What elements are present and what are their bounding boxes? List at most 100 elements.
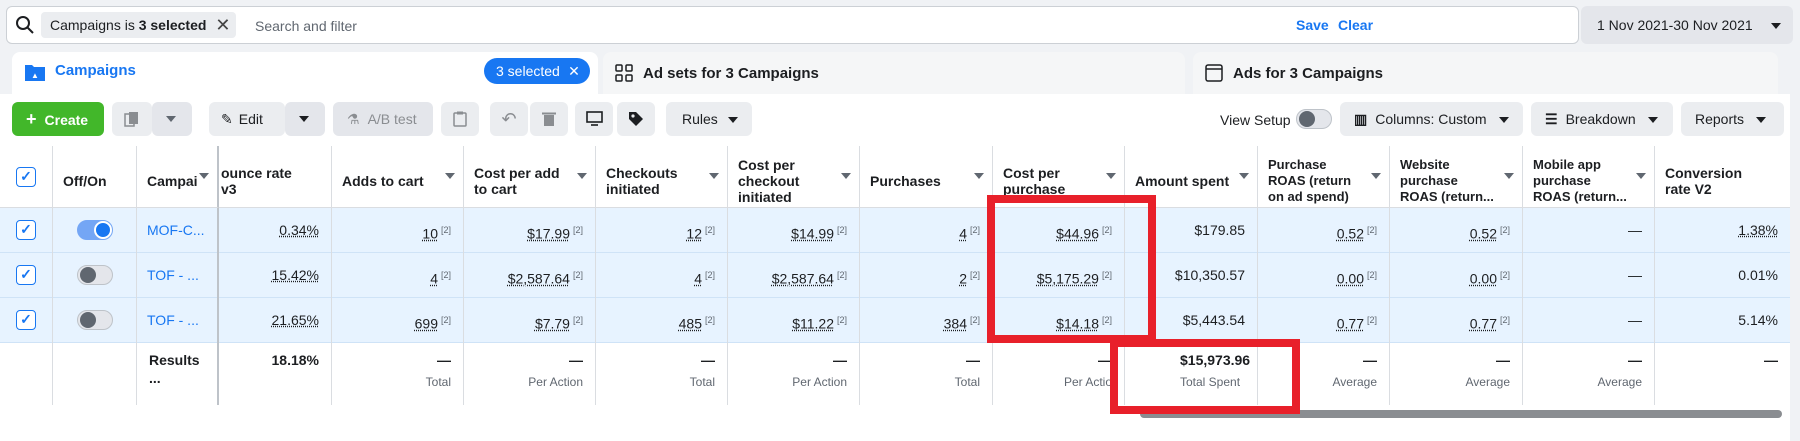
clear-selection-icon[interactable]: ✕ bbox=[568, 63, 580, 79]
row-checkbox[interactable]: ✓ bbox=[16, 220, 36, 240]
preview-button[interactable] bbox=[575, 102, 613, 136]
select-all-header[interactable]: ✓ bbox=[0, 146, 53, 208]
cell-value[interactable]: 0.00 bbox=[1336, 270, 1364, 287]
ab-test-button[interactable]: ⚗ A/B test bbox=[333, 102, 433, 136]
summary-name-cell: Results ... bbox=[137, 343, 219, 405]
filter-chip[interactable]: Campaigns is 3 selected ✕ bbox=[41, 12, 237, 38]
cell-value[interactable]: $14.18 bbox=[1056, 315, 1099, 332]
table-row[interactable]: ✓ TOF - ... 21.65% 699 [2] $7.79 [2] 485 [2] $11.… bbox=[0, 298, 1790, 343]
tab-ad-sets[interactable]: Ad sets for 3 Campaigns bbox=[603, 52, 1185, 94]
cell-value[interactable]: $44.96 bbox=[1056, 225, 1099, 242]
cell-value[interactable]: 0.00 bbox=[1469, 270, 1497, 287]
footnote-marker: [2] bbox=[1366, 315, 1377, 325]
footnote-marker: [2] bbox=[1366, 225, 1377, 235]
cell-value[interactable]: $11.22 bbox=[792, 315, 834, 332]
header-adds-to-cart[interactable]: Adds to cart bbox=[332, 146, 464, 208]
cell-value[interactable]: 485 bbox=[678, 315, 702, 332]
header-campaign[interactable]: Campai bbox=[137, 146, 219, 208]
campaign-on-off-toggle[interactable] bbox=[77, 220, 113, 240]
cell-value[interactable]: 12 bbox=[686, 225, 702, 242]
cell-value[interactable]: 2 bbox=[959, 270, 967, 287]
summary-row: Results ... 18.18% — Total — Per Action — T… bbox=[0, 343, 1790, 405]
campaign-name-cell[interactable]: MOF-C... bbox=[137, 208, 219, 253]
tags-button[interactable] bbox=[617, 102, 655, 136]
row-checkbox[interactable]: ✓ bbox=[16, 265, 36, 285]
duplicate-button[interactable] bbox=[112, 102, 152, 136]
header-purchase-roas[interactable]: Purchase ROAS (return on ad spend) bbox=[1258, 146, 1390, 208]
cell-value[interactable]: 0.34% bbox=[279, 222, 319, 238]
campaign-on-off-toggle[interactable] bbox=[77, 265, 113, 285]
edit-button[interactable]: ✎ Edit bbox=[209, 102, 285, 136]
edit-menu-button[interactable] bbox=[285, 102, 325, 136]
header-bounce-rate[interactable]: ounce rate v3 bbox=[219, 146, 332, 208]
campaign-name-cell[interactable]: TOF - ... bbox=[137, 253, 219, 298]
tab-campaigns[interactable]: ▲ Campaigns 3 selected ✕ bbox=[12, 52, 598, 94]
clipboard-button[interactable] bbox=[441, 102, 479, 136]
campaign-on-off-toggle[interactable] bbox=[77, 310, 113, 330]
summary-adds-cell: — Total bbox=[332, 343, 464, 405]
campaign-name-link[interactable]: TOF - ... bbox=[147, 267, 199, 283]
select-all-checkbox[interactable]: ✓ bbox=[16, 166, 36, 187]
undo-button[interactable]: ↶ bbox=[490, 102, 528, 136]
cell-value: — bbox=[1628, 267, 1642, 283]
header-website-roas[interactable]: Website purchase ROAS (return... bbox=[1390, 146, 1523, 208]
cell-value[interactable]: 0.77 bbox=[1336, 315, 1364, 332]
header-checkouts[interactable]: Checkouts initiated bbox=[596, 146, 728, 208]
columns-button[interactable]: ▥ Columns: Custom bbox=[1340, 102, 1523, 136]
duplicate-menu-button[interactable] bbox=[152, 102, 192, 136]
cell-value[interactable]: 0.52 bbox=[1469, 225, 1497, 242]
cell-value[interactable]: 15.42% bbox=[271, 267, 319, 283]
row-checkbox[interactable]: ✓ bbox=[16, 310, 36, 330]
row-select-cell[interactable]: ✓ bbox=[0, 298, 53, 343]
row-select-cell[interactable]: ✓ bbox=[0, 253, 53, 298]
remove-filter-icon[interactable]: ✕ bbox=[215, 15, 231, 35]
cell-value[interactable]: $5,175.29 bbox=[1036, 270, 1099, 287]
header-campaign-label: Campai bbox=[147, 172, 198, 189]
cell-value[interactable]: $2,587.64 bbox=[507, 270, 570, 287]
cell-value[interactable]: 4 bbox=[959, 225, 967, 242]
selection-pill[interactable]: 3 selected ✕ bbox=[484, 58, 590, 84]
header-conversion-rate[interactable]: Conversion rate V2 bbox=[1655, 146, 1790, 208]
cell-value[interactable]: 699 bbox=[414, 315, 438, 332]
date-range-picker[interactable]: 1 Nov 2021-30 Nov 2021 bbox=[1581, 6, 1793, 44]
row-select-cell[interactable]: ✓ bbox=[0, 208, 53, 253]
header-cost-per-purchase[interactable]: Cost per purchase bbox=[993, 146, 1125, 208]
campaign-name-cell[interactable]: TOF - ... bbox=[137, 298, 219, 343]
table-row[interactable]: ✓ TOF - ... 15.42% 4 [2] $2,587.64 [2] 4 [2] $2,5… bbox=[0, 253, 1790, 298]
header-mobile-roas[interactable]: Mobile app purchase ROAS (return... bbox=[1523, 146, 1655, 208]
cell-value[interactable]: 0.77 bbox=[1469, 315, 1497, 332]
tab-ads[interactable]: Ads for 3 Campaigns bbox=[1193, 52, 1778, 94]
table-row[interactable]: ✓ MOF-C... 0.34% 10 [2] $17.99 [2] 12 [2] $14.99[… bbox=[0, 208, 1790, 253]
create-button[interactable]: + Create bbox=[12, 102, 104, 136]
header-purchases[interactable]: Purchases bbox=[860, 146, 993, 208]
sort-icon bbox=[974, 173, 984, 179]
cell-value[interactable]: 4 bbox=[694, 270, 702, 287]
cell-value[interactable]: 10 bbox=[422, 225, 438, 242]
campaign-name-link[interactable]: MOF-C... bbox=[147, 222, 205, 238]
header-cost-per-add[interactable]: Cost per add to cart bbox=[464, 146, 596, 208]
header-off-on[interactable]: Off/On bbox=[53, 146, 137, 208]
cell-value[interactable]: $14.99 bbox=[791, 225, 834, 242]
horizontal-scrollbar[interactable] bbox=[1140, 410, 1782, 418]
search-filter-bar[interactable]: Campaigns is 3 selected ✕ Save Clear bbox=[6, 6, 1579, 44]
delete-button[interactable] bbox=[530, 102, 568, 136]
cell-value[interactable]: $2,587.64 bbox=[771, 270, 834, 287]
view-setup-toggle[interactable] bbox=[1296, 109, 1332, 129]
cell-value[interactable]: $7.79 bbox=[534, 315, 570, 332]
cell-value[interactable]: 0.52 bbox=[1336, 225, 1364, 242]
header-amount-spent[interactable]: Amount spent bbox=[1125, 146, 1258, 208]
cell-value[interactable]: $17.99 bbox=[527, 225, 570, 242]
reports-button[interactable]: Reports bbox=[1681, 102, 1784, 136]
breakdown-button[interactable]: ☰ Breakdown bbox=[1531, 102, 1673, 136]
save-filter-link[interactable]: Save bbox=[1296, 17, 1329, 33]
clear-filter-link[interactable]: Clear bbox=[1338, 17, 1374, 33]
header-cost-per-checkout[interactable]: Cost per checkout initiated bbox=[728, 146, 860, 208]
search-input[interactable] bbox=[253, 11, 1457, 41]
cell-value[interactable]: 4 bbox=[430, 270, 438, 287]
cell-value[interactable]: 384 bbox=[943, 315, 967, 332]
campaign-name-link[interactable]: TOF - ... bbox=[147, 312, 199, 328]
rules-button[interactable]: Rules bbox=[666, 102, 752, 136]
cell-value: 0.01% bbox=[1738, 267, 1778, 283]
cell-value[interactable]: 21.65% bbox=[271, 312, 319, 328]
cell-cost-checkout: $14.99 [2] bbox=[728, 208, 860, 253]
